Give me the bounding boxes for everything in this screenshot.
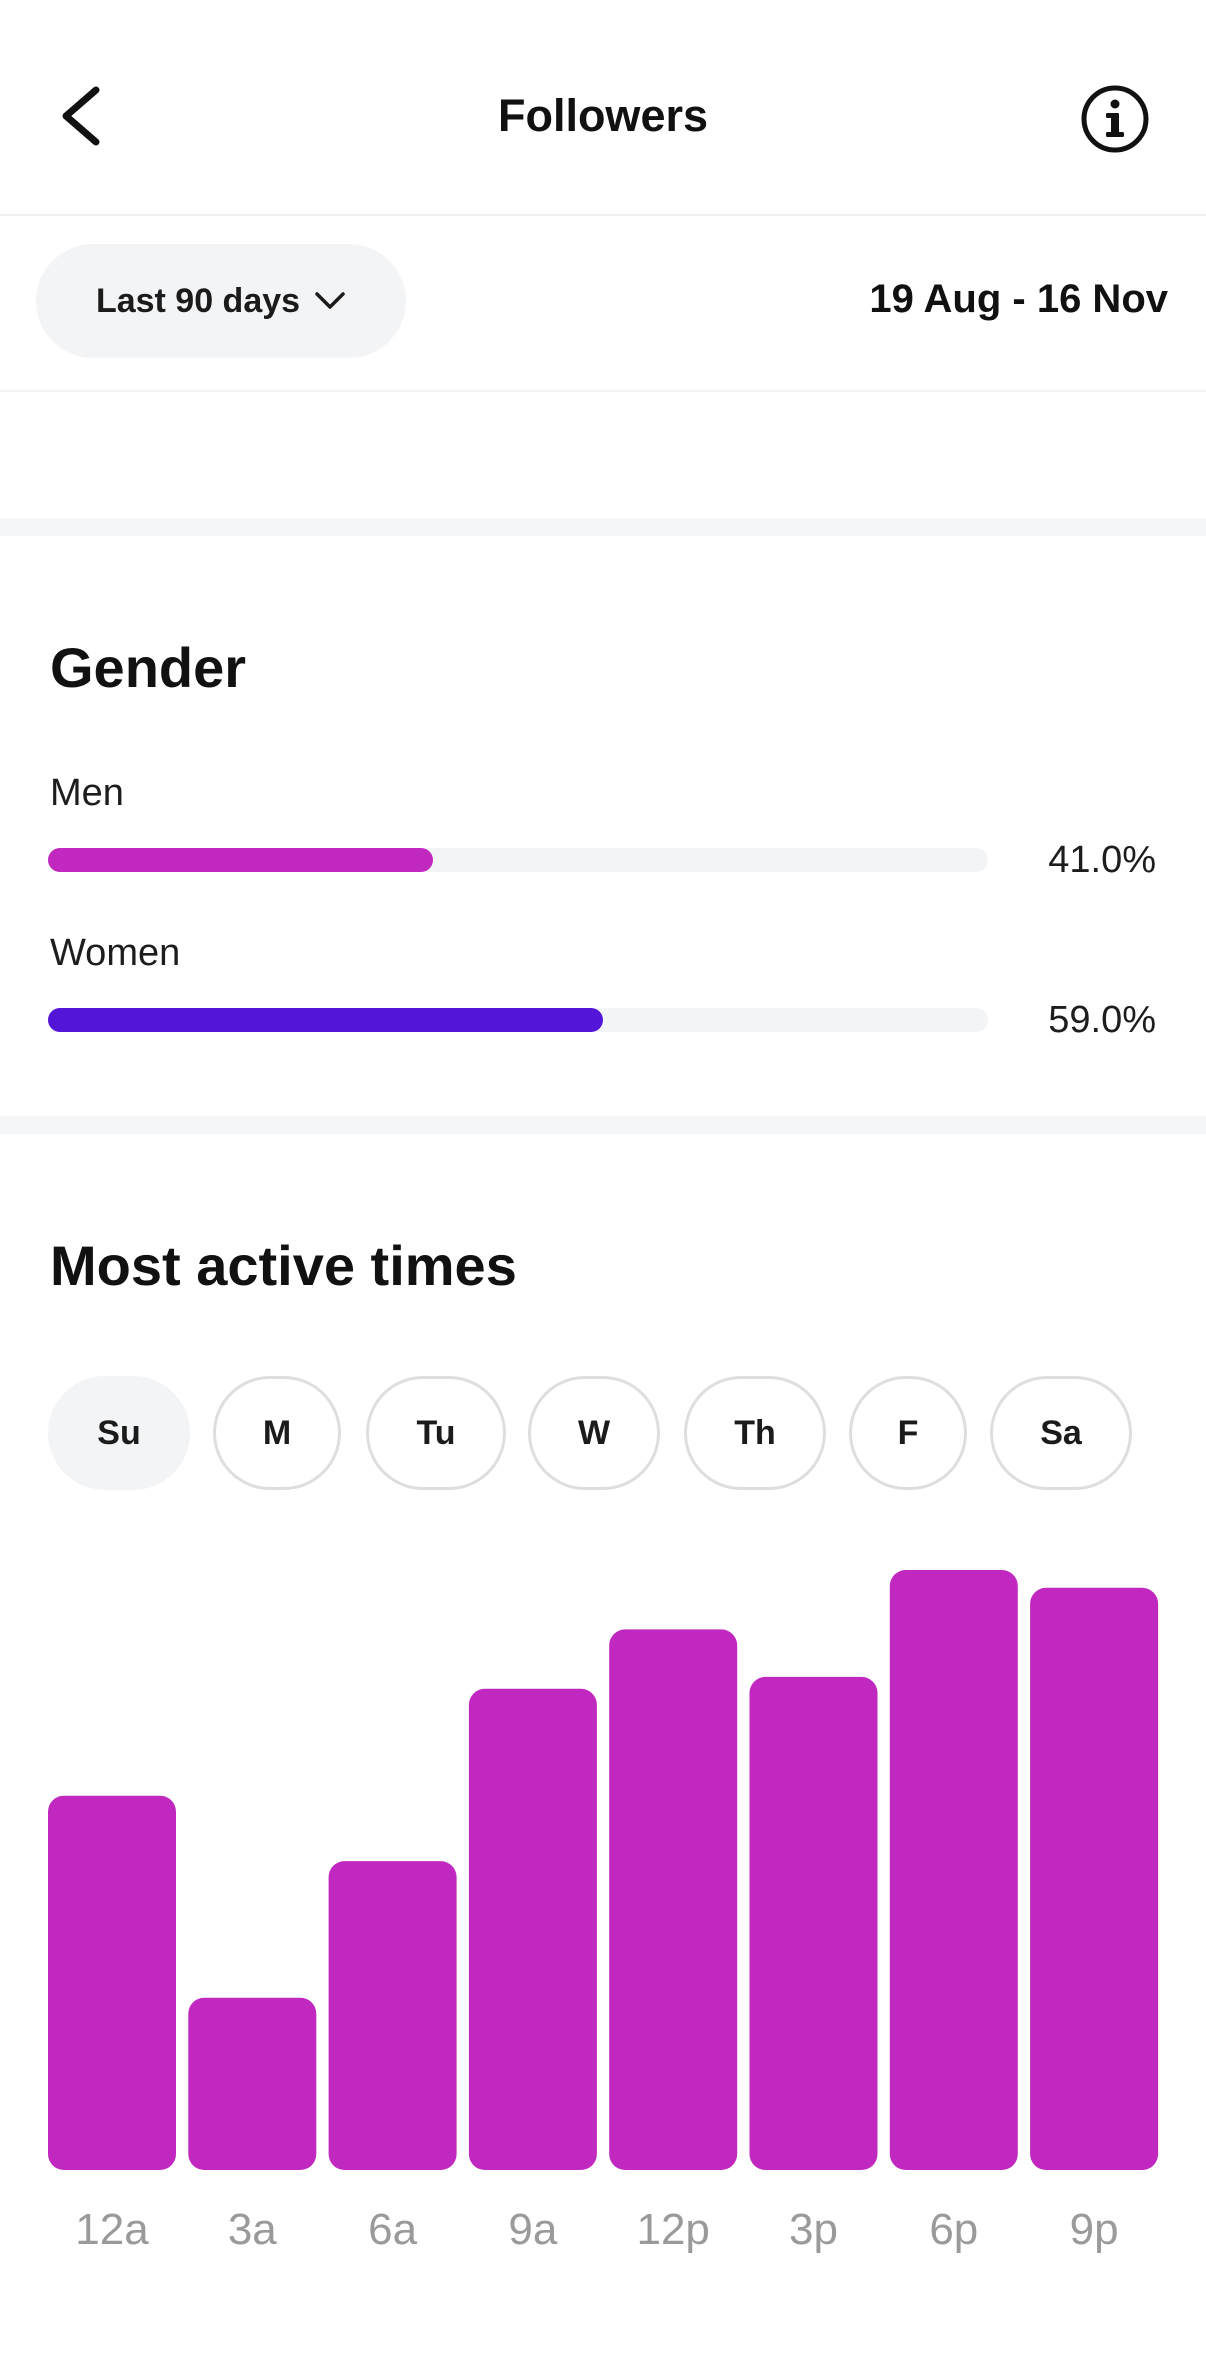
chart-bar-6p: [889, 1570, 1018, 2170]
info-button[interactable]: [1080, 84, 1150, 154]
gender-percent-women: 59.0%: [1048, 999, 1156, 1041]
section-divider: [0, 518, 1206, 536]
day-tab-su[interactable]: Su: [48, 1376, 190, 1490]
day-tab-w[interactable]: W: [528, 1376, 660, 1490]
date-range-dropdown-label: Last 90 days: [95, 281, 301, 320]
back-arrow-icon: [62, 86, 100, 146]
chart-tick-label: 3p: [789, 2205, 838, 2254]
day-tab-sa[interactable]: Sa: [990, 1376, 1132, 1490]
chart-bar-9a: [468, 1688, 597, 2170]
chart-bar-12p: [609, 1629, 738, 2170]
gender-percent-men: 41.0%: [1048, 839, 1156, 881]
gender-bar-fill-women: [48, 1008, 603, 1032]
gender-label-men: Men: [50, 772, 124, 814]
day-tab-f[interactable]: F: [849, 1376, 967, 1490]
gender-bar-fill-men: [48, 848, 434, 872]
chart-tick-label: 12a: [75, 2205, 149, 2254]
info-icon: [1081, 85, 1149, 153]
gender-bar-women: [48, 1008, 988, 1032]
chart-bar-3p: [749, 1676, 878, 2170]
chart-tick-label: 9p: [1070, 2205, 1119, 2254]
date-range-dropdown[interactable]: Last 90 days: [36, 244, 406, 358]
chart-tick-label: 6p: [929, 2205, 978, 2254]
page-title: Followers: [497, 90, 709, 141]
day-tab-m[interactable]: M: [213, 1376, 341, 1490]
chart-tick-label: 6a: [368, 2205, 417, 2254]
chart-tick-label: 12p: [636, 2205, 709, 2254]
back-button[interactable]: [52, 80, 112, 152]
day-tab-tu[interactable]: Tu: [366, 1376, 506, 1490]
chevron-down-icon: [315, 292, 345, 309]
filter-row: Last 90 days 19 Aug - 16 Nov: [0, 216, 1206, 392]
gender-bar-men: [48, 848, 988, 872]
date-range-text: 19 Aug - 16 Nov: [869, 277, 1168, 321]
active-times-title: Most active times: [50, 1234, 517, 1297]
chart-bar-12a: [48, 1795, 176, 2170]
chart-tick-label: 3a: [228, 2205, 277, 2254]
chart-bar-3a: [188, 1997, 317, 2170]
header: Followers: [0, 0, 1206, 216]
chart-tick-label: 9a: [508, 2205, 557, 2254]
day-tab-th[interactable]: Th: [684, 1376, 826, 1490]
chart-bar-9p: [1030, 1587, 1159, 2170]
gender-label-women: Women: [50, 932, 181, 974]
section-divider: [0, 1116, 1206, 1134]
chart-bar-6a: [328, 1861, 457, 2170]
active-times-chart: 12a 3a 6a 9a 12p 3p 6p 9p: [48, 1570, 1159, 2254]
gender-title: Gender: [50, 636, 247, 699]
